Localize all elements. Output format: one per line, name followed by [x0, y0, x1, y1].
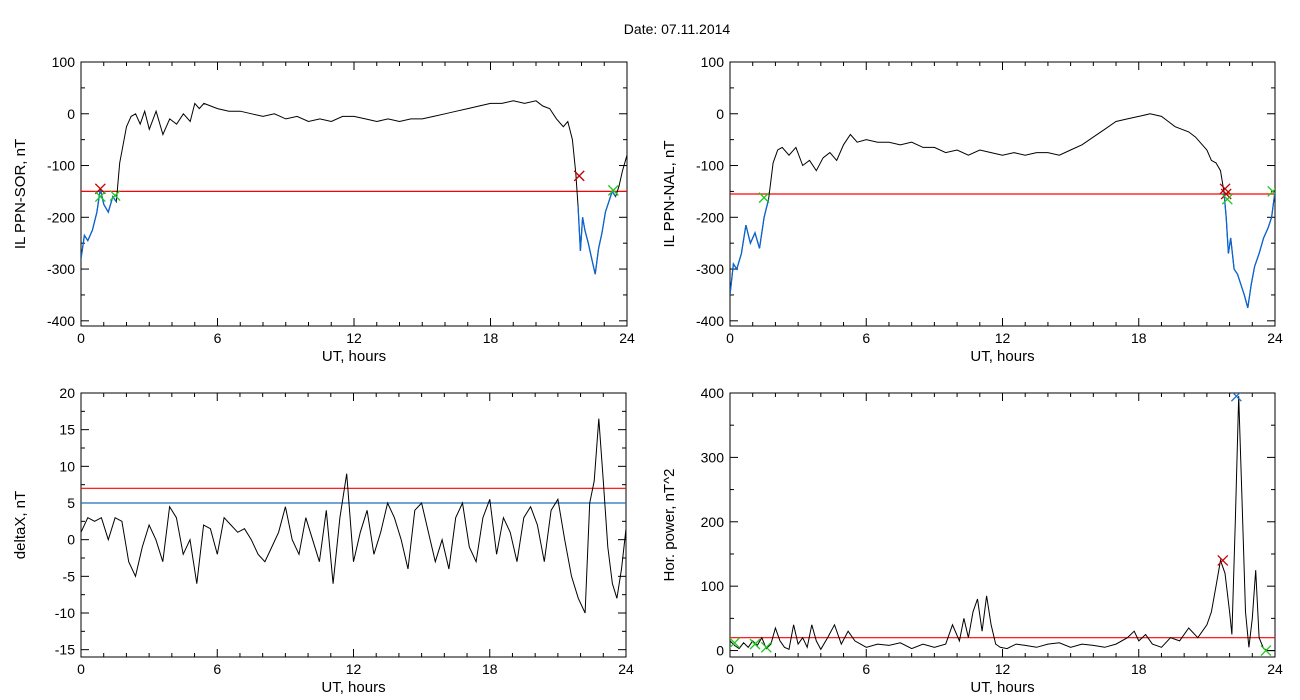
series-line-disturbed — [730, 199, 770, 295]
x-tick-label: 6 — [214, 330, 222, 346]
x-axis-label: UT, hours — [322, 348, 386, 365]
x-tick-label: 6 — [862, 330, 870, 346]
series-line — [81, 100, 627, 275]
y-axis-label: IL PPN-SOR, nT — [12, 139, 29, 249]
event-marker-start — [94, 183, 106, 195]
y-tick-label: 10 — [59, 458, 75, 474]
y-tick-label: -10 — [55, 605, 75, 621]
plot-frame — [80, 392, 627, 658]
y-tick-label: 15 — [59, 422, 75, 438]
plot-area — [730, 393, 1275, 657]
y-tick-label: 0 — [716, 643, 724, 659]
y-tick-label: 0 — [67, 106, 75, 122]
x-tick-label: 0 — [726, 661, 734, 677]
panel-hor-power: 0 6 12 18 24 0 100 200 300 400 UT, hours Hor. power… — [661, 385, 1283, 696]
x-tick-label: 6 — [862, 661, 870, 677]
y-tick-label: -400 — [47, 313, 75, 329]
series-line — [81, 418, 626, 614]
x-tick-label: 18 — [1131, 330, 1147, 346]
plot-area — [81, 100, 627, 275]
plot-frame — [80, 61, 628, 327]
x-axis-label: UT, hours — [321, 679, 385, 696]
event-marker-end — [1221, 193, 1233, 205]
y-tick-label: -15 — [55, 642, 75, 658]
event-marker-peak — [1230, 393, 1242, 402]
plot-area — [730, 113, 1275, 309]
y-tick-label: -300 — [47, 261, 75, 277]
event-marker-start — [573, 170, 585, 182]
event-marker-end — [749, 638, 761, 650]
x-tick-label: 6 — [213, 661, 221, 677]
y-tick-label: 20 — [59, 385, 75, 401]
series-line — [730, 113, 1275, 309]
x-tick-label: 12 — [346, 661, 362, 677]
event-marker-end — [94, 191, 106, 203]
series-line-disturbed — [81, 188, 117, 259]
y-tick-label: -100 — [696, 158, 724, 174]
x-tick-label: 24 — [618, 661, 634, 677]
y-tick-label: -100 — [47, 158, 75, 174]
y-tick-label: 5 — [67, 495, 75, 511]
event-marker-end — [758, 192, 770, 204]
y-tick-label: 0 — [716, 106, 724, 122]
x-tick-label: 18 — [483, 330, 499, 346]
series-line — [730, 396, 1275, 652]
y-tick-label: -200 — [696, 209, 724, 225]
x-tick-label: 18 — [1131, 661, 1147, 677]
plot-area — [81, 418, 626, 614]
event-marker-end — [109, 190, 121, 202]
plot-frame — [729, 392, 1276, 658]
x-tick-label: 12 — [346, 330, 362, 346]
y-tick-label: 100 — [701, 54, 725, 70]
y-tick-label: -200 — [47, 209, 75, 225]
x-tick-label: 0 — [77, 661, 85, 677]
series-line-disturbed — [577, 189, 617, 275]
figure-title: Date: 07.11.2014 — [624, 21, 731, 37]
panel-il-nal: 0 6 12 18 24 -400 -300 -200 -100 0 100 UT, hours IL … — [661, 54, 1283, 365]
x-tick-label: 18 — [482, 661, 498, 677]
x-axis-label: UT, hours — [970, 679, 1034, 696]
y-axis-label: Hor. power, nT^2 — [661, 469, 678, 582]
event-marker-end — [730, 637, 741, 649]
x-tick-label: 24 — [1267, 330, 1283, 346]
y-tick-label: 400 — [701, 385, 725, 401]
x-tick-label: 24 — [619, 330, 635, 346]
x-axis-label: UT, hours — [970, 348, 1034, 365]
event-marker-end — [1260, 645, 1272, 657]
series-line-disturbed — [1223, 191, 1275, 309]
event-marker-end — [607, 184, 619, 196]
panel-il-sor: 0 6 12 18 24 -400 -300 -200 -100 0 100 UT, hours IL … — [12, 54, 635, 365]
y-tick-label: 100 — [701, 578, 725, 594]
panel-deltax: 0 6 12 18 24 -15 -10 -5 0 5 10 15 20 UT, hours deltaX,… — [12, 385, 634, 696]
event-marker-end — [760, 641, 772, 653]
y-tick-label: -300 — [696, 261, 724, 277]
event-marker-start — [1217, 554, 1229, 566]
x-tick-label: 12 — [995, 330, 1011, 346]
x-tick-label: 12 — [995, 661, 1011, 677]
y-axis-label: IL PPN-NAL, nT — [661, 141, 678, 248]
y-tick-label: 200 — [701, 514, 725, 530]
x-tick-label: 0 — [77, 330, 85, 346]
x-tick-label: 0 — [726, 330, 734, 346]
y-tick-label: 100 — [52, 54, 76, 70]
y-tick-label: -400 — [696, 313, 724, 329]
x-tick-label: 24 — [1267, 661, 1283, 677]
event-marker-end — [1267, 185, 1275, 197]
y-tick-label: 300 — [701, 449, 725, 465]
y-tick-label: 0 — [67, 532, 75, 548]
y-tick-label: -5 — [63, 568, 76, 584]
y-axis-label: deltaX, nT — [12, 491, 29, 559]
